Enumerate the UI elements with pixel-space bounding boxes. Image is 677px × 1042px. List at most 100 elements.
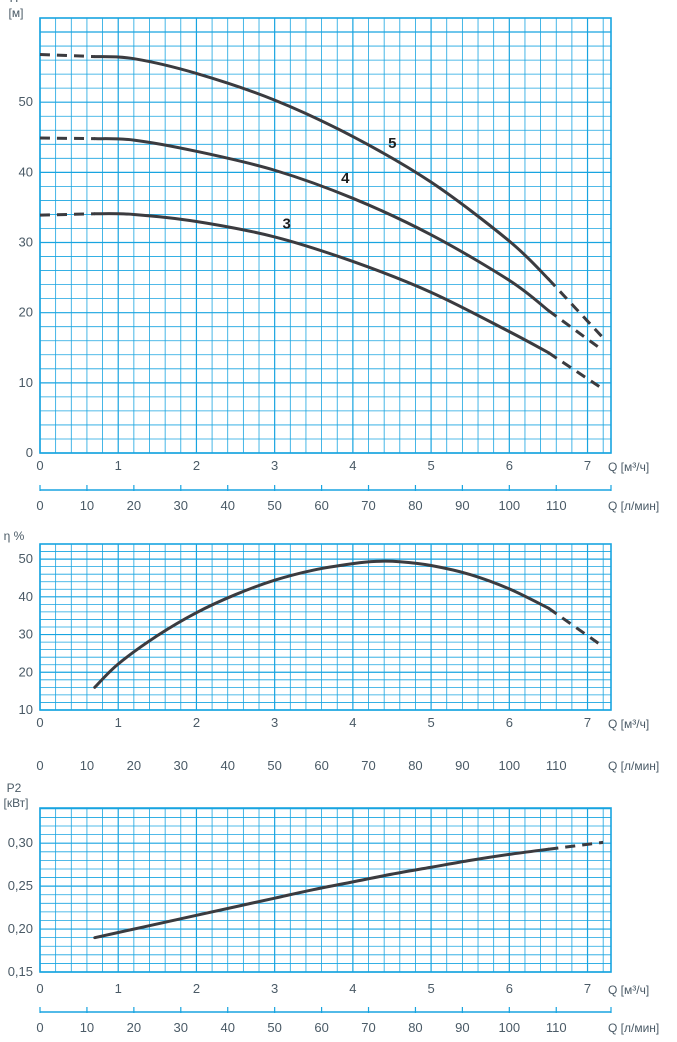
x-tick-label: 7 — [584, 458, 591, 473]
curve-4 — [93, 137, 550, 313]
x-tick-label: 4 — [349, 715, 356, 730]
y-tick-label: 20 — [19, 664, 33, 679]
curve-3 — [93, 212, 550, 355]
x-tick-label: 3 — [271, 715, 278, 730]
x2-tick-label: 110 — [546, 498, 567, 513]
head-chart: 0 10 20 30 40 50 H[м] 0 1 2 3 4 5 6 7 Q [м³/ч] 0 10 20 30 40… — [9, 0, 660, 513]
x-tick-label: 6 — [506, 715, 513, 730]
x2-tick-label: 10 — [80, 498, 94, 513]
curve-label: 5 — [388, 135, 396, 152]
x2-tick-label: 30 — [174, 758, 188, 773]
x2-tick-label: 50 — [267, 1020, 281, 1035]
x2-tick-label: 40 — [220, 498, 234, 513]
y-tick-label: 0,15 — [8, 964, 33, 979]
y-tick-label: 30 — [19, 235, 33, 250]
curve-label: 4 — [341, 170, 350, 187]
x2-tick-label: 20 — [127, 758, 141, 773]
x2-tick-label: 90 — [455, 1020, 469, 1035]
x2-tick-label: 100 — [498, 758, 520, 773]
x2-tick-label: 0 — [36, 758, 43, 773]
y-tick-label: 30 — [19, 627, 33, 642]
y-axis-label: η % — [4, 529, 25, 543]
x2-tick-label: 110 — [546, 1020, 567, 1035]
x-tick-label: 2 — [193, 981, 200, 996]
efficiency-curve — [93, 559, 550, 689]
power-chart: 0,15 0,20 0,25 0,30 P2[кВт] 0 1 2 3 4 5 6 7 Q [м³/ч] 0… — [3, 781, 659, 1035]
curve-label: 3 — [282, 215, 290, 232]
x2-tick-label: 60 — [314, 498, 328, 513]
efficiency-curve-dashed-end — [547, 606, 605, 648]
y-tick-label: 0 — [26, 445, 33, 460]
x2-tick-label: 60 — [314, 1020, 328, 1035]
x-tick-label: 0 — [36, 715, 43, 730]
x-tick-label: 2 — [193, 715, 200, 730]
plot-frame — [39, 807, 612, 973]
x-axis-label: Q [м³/ч] — [608, 460, 649, 474]
x-tick-label: 7 — [584, 715, 591, 730]
x2-tick-label: 10 — [80, 1020, 94, 1035]
plot-frame — [39, 17, 612, 454]
x2-tick-label: 20 — [127, 1020, 141, 1035]
x2-tick-label: 100 — [498, 498, 520, 513]
y-tick-label: 50 — [19, 94, 33, 109]
x2-tick-label: 50 — [267, 498, 281, 513]
x-tick-label: 2 — [193, 458, 200, 473]
x2-tick-label: 10 — [80, 758, 94, 773]
x-tick-label: 6 — [506, 981, 513, 996]
y-axis-label: H — [10, 0, 19, 5]
y-tick-label: 0,20 — [8, 921, 33, 936]
x2-axis-label: Q [л/мин] — [608, 499, 659, 513]
power-curve — [93, 847, 550, 940]
x-tick-label: 1 — [115, 458, 122, 473]
x2-tick-label: 50 — [267, 758, 281, 773]
curve-3-dashed-end — [547, 351, 605, 391]
x2-tick-label: 90 — [455, 758, 469, 773]
x2-axis-label: Q [л/мин] — [608, 759, 659, 773]
y-tick-label: 0,30 — [8, 835, 33, 850]
y-tick-label: 10 — [19, 702, 33, 717]
x2-tick-label: 20 — [127, 498, 141, 513]
x-axis-label: Q [м³/ч] — [608, 717, 649, 731]
x2-tick-label: 80 — [408, 1020, 422, 1035]
x-axis-label: Q [м³/ч] — [608, 983, 649, 997]
power-curve-dashed-end — [548, 840, 604, 851]
x2-tick-label: 0 — [36, 1020, 43, 1035]
plot-frame — [39, 543, 612, 711]
x-tick-label: 7 — [584, 981, 591, 996]
x2-tick-label: 70 — [361, 758, 375, 773]
x-tick-label: 4 — [349, 458, 356, 473]
x2-axis-label: Q [л/мин] — [608, 1021, 659, 1035]
x-tick-label: 5 — [427, 715, 434, 730]
curve-5-dashed-start — [39, 52, 95, 59]
curve-5 — [93, 55, 550, 281]
y-axis-label: P2 — [7, 781, 22, 795]
x-tick-label: 4 — [349, 981, 356, 996]
curve-4-dashed-end — [547, 309, 605, 352]
x-tick-label: 1 — [115, 981, 122, 996]
x2-tick-label: 100 — [498, 1020, 520, 1035]
x2-tick-label: 90 — [455, 498, 469, 513]
x-tick-label: 3 — [271, 981, 278, 996]
curve-4-dashed-start — [39, 136, 95, 141]
x2-tick-label: 80 — [408, 498, 422, 513]
y-tick-label: 20 — [19, 305, 33, 320]
x-tick-label: 1 — [115, 715, 122, 730]
curve-3-dashed-start — [39, 212, 95, 217]
y-tick-label: 40 — [19, 164, 33, 179]
y-axis-unit: [м] — [9, 6, 24, 20]
x2-tick-label: 0 — [36, 498, 43, 513]
curve-5-dashed-end — [547, 277, 605, 339]
x2-tick-label: 40 — [220, 1020, 234, 1035]
x2-tick-label: 110 — [546, 758, 567, 773]
y-tick-label: 50 — [19, 551, 33, 566]
y-tick-label: 0,25 — [8, 878, 33, 893]
x-tick-label: 3 — [271, 458, 278, 473]
x-tick-label: 5 — [427, 458, 434, 473]
x-tick-label: 6 — [506, 458, 513, 473]
x2-tick-label: 60 — [314, 758, 328, 773]
x2-tick-label: 80 — [408, 758, 422, 773]
y-tick-label: 10 — [19, 375, 33, 390]
x-tick-label: 0 — [36, 981, 43, 996]
x2-tick-label: 40 — [220, 758, 234, 773]
